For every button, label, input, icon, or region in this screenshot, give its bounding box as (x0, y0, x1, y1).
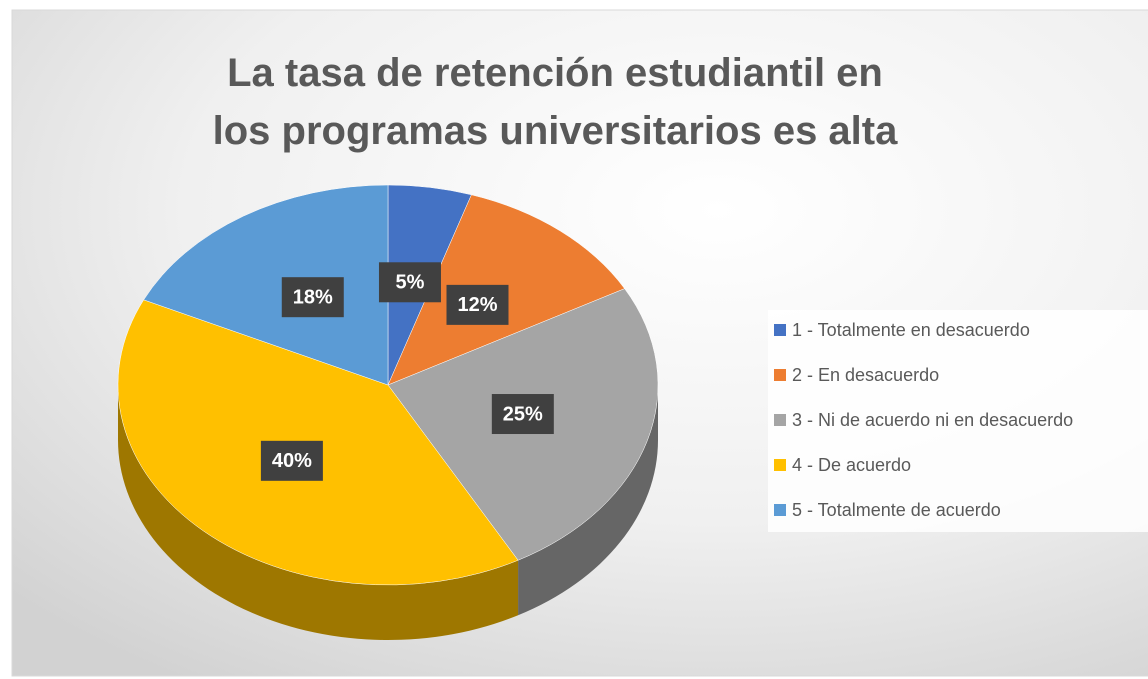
data-label: 40% (272, 450, 312, 472)
legend-swatch (774, 369, 786, 381)
data-label: 5% (396, 272, 425, 294)
legend-label: 1 - Totalmente en desacuerdo (792, 320, 1030, 340)
slice-side (118, 385, 519, 640)
slice-side (518, 385, 658, 616)
legend-label: 3 - Ni de acuerdo ni en desacuerdo (792, 410, 1073, 430)
legend-swatch (774, 324, 786, 336)
data-label-box (281, 277, 344, 318)
data-label-box (260, 440, 323, 481)
legend-label: 2 - En desacuerdo (792, 365, 939, 385)
slice (143, 184, 389, 386)
legend-label: 4 - De acuerdo (792, 455, 911, 475)
data-label-box (446, 284, 509, 325)
legend-box (768, 310, 1148, 532)
data-label: 25% (503, 403, 543, 425)
legend-swatch (774, 459, 786, 471)
chart-title: La tasa de retención estudiantil en los p… (213, 51, 898, 153)
data-label: 18% (293, 286, 333, 308)
data-label-box (491, 394, 554, 435)
data-label-box (378, 262, 441, 303)
legend-swatch (774, 414, 786, 426)
legend-swatch (774, 504, 786, 516)
data-label: 12% (457, 294, 497, 316)
chart-title-text: La tasa de retención estudiantil en los p… (213, 51, 898, 153)
legend-label: 5 - Totalmente de acuerdo (792, 500, 1001, 520)
